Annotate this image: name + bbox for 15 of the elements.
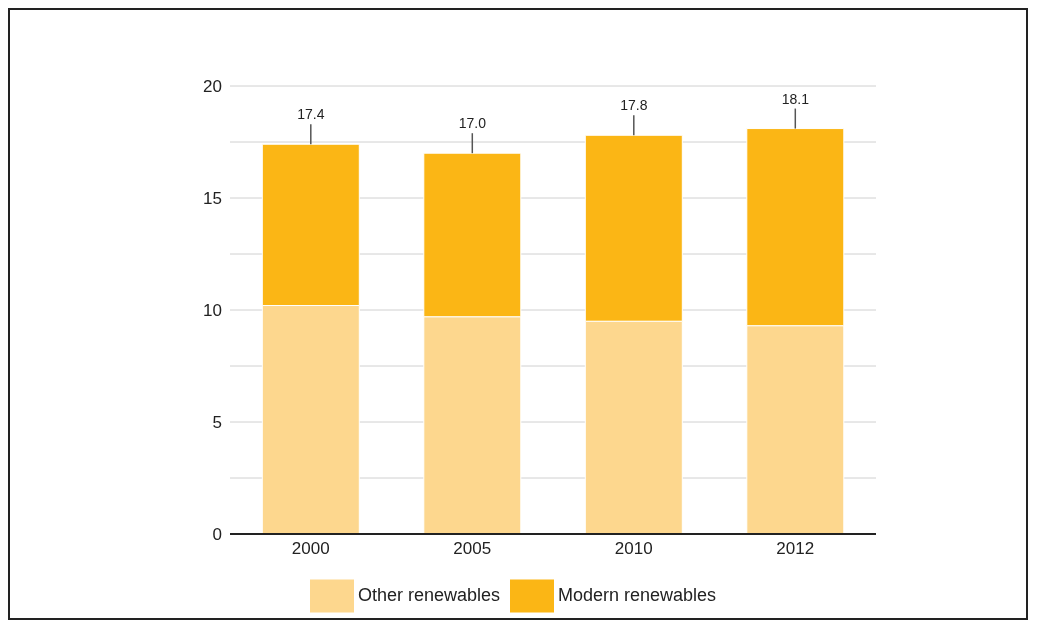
y-tick-label: 5	[212, 413, 222, 433]
y-tick-label: 0	[212, 525, 222, 545]
total-label: 17.0	[458, 115, 487, 132]
total-label: 17.8	[620, 97, 648, 114]
x-tick-label: 2000	[291, 539, 330, 559]
total-label: 18.1	[781, 90, 810, 107]
x-tick-label: 2012	[776, 539, 815, 559]
x-tick-label: 2005	[453, 539, 492, 559]
y-tick-label: 10	[203, 301, 222, 321]
legend-label: Modern renewables	[557, 584, 717, 605]
total-label: 17.4	[297, 106, 325, 123]
y-tick-label: 20	[203, 77, 222, 97]
legend-label: Other renewables	[357, 584, 500, 605]
y-tick-label: 15	[203, 189, 222, 209]
x-tick-label: 2010	[614, 539, 653, 559]
